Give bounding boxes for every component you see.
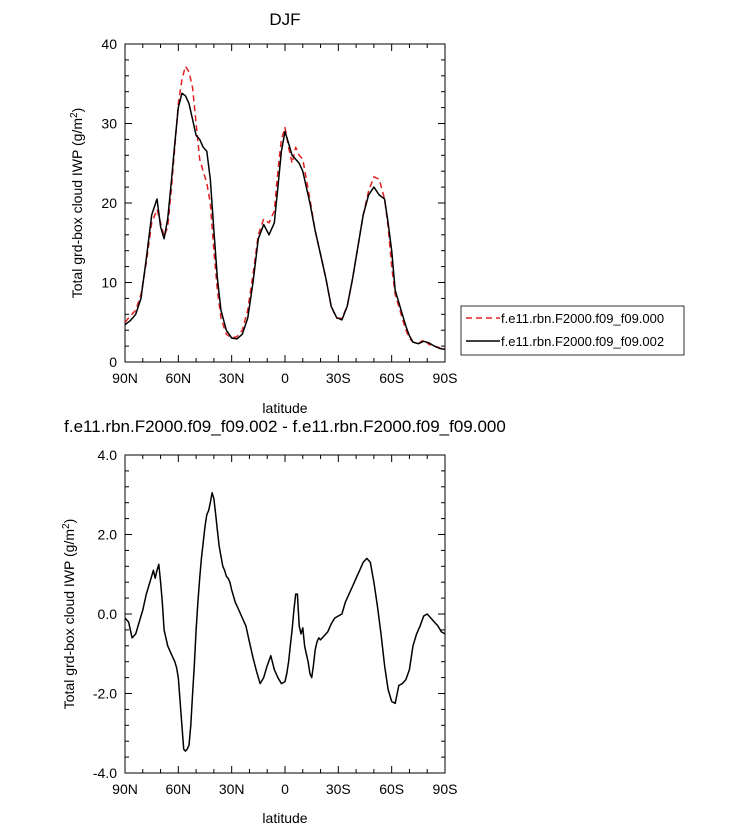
bottom-series-lines [124,492,446,752]
top-series-lines [124,65,446,351]
top-x-tick-label: 30N [219,370,245,386]
bottom-x-tick-label: 30N [219,781,245,797]
top-x-tick-label: 0 [281,370,289,386]
legend-label-series-1: f.e11.rbn.F2000.f09_f09.002 [501,334,664,349]
top-y-tick-label: 20 [101,195,117,211]
bottom-y-tick-label: 4.0 [98,447,118,463]
legend: f.e11.rbn.F2000.f09_f09.000 f.e11.rbn.F2… [460,305,685,356]
bottom-axis-ticks: 90N 60N 30N 0 30S 60S 90S -4.0 -2.0 0.0 2.0 4.0 [93,447,458,797]
top-axis-ticks: 90N 60N 30N 0 30S 60S 90S 0 10 20 30 40 [101,36,457,386]
top-x-tick-label: 90S [433,370,458,386]
top-series-line-0 [124,65,446,350]
top-series-line-1 [124,92,446,351]
bottom-x-tick-label: 60S [379,781,404,797]
top-x-tick-label: 60S [379,370,404,386]
top-plot-frame [124,43,446,363]
top-y-tick-label: 30 [101,116,117,132]
bottom-x-axis-title: latitude [262,810,307,826]
top-x-tick-label: 90N [112,370,138,386]
top-x-tick-label: 30S [326,370,351,386]
bottom-y-tick-label: -2.0 [93,686,117,702]
bottom-y-tick-label: 0.0 [98,606,118,622]
bottom-plot-title: f.e11.rbn.F2000.f09_f09.002 - f.e11.rbn.… [64,417,506,436]
bottom-y-axis-title-sup: 2 [61,523,72,529]
top-x-tick-label: 60N [165,370,191,386]
top-panel: DJF 90N 60N 30N 0 30S 60S 90S 0 10 20 30 40 latitud… [69,10,685,416]
bottom-x-tick-label: 60N [165,781,191,797]
top-y-axis-title-sup: 2 [69,112,80,118]
top-y-tick-label: 0 [109,354,117,370]
bottom-y-axis-title-end: ) [61,519,77,524]
top-y-axis-title-main: Total grd-box cloud IWP (g/m [69,118,85,298]
top-y-axis-title: Total grd-box cloud IWP (g/m2) [69,108,85,299]
bottom-y-tick-label: -4.0 [93,765,117,781]
legend-label-series-0: f.e11.rbn.F2000.f09_f09.000 [501,311,664,326]
bottom-x-tick-label: 0 [281,781,289,797]
bottom-x-tick-label: 90N [112,781,138,797]
top-y-axis-title-end: ) [69,108,85,113]
legend-box [460,305,685,356]
bottom-x-tick-label: 30S [326,781,351,797]
top-y-tick-label: 10 [101,275,117,291]
bottom-y-axis-title-main: Total grd-box cloud IWP (g/m [61,529,77,709]
bottom-y-tick-label: 2.0 [98,527,118,543]
top-plot-title: DJF [269,10,300,29]
bottom-x-tick-label: 90S [433,781,458,797]
bottom-y-axis-title: Total grd-box cloud IWP (g/m2) [61,519,77,710]
bottom-series-line-0 [124,492,446,752]
bottom-panel: f.e11.rbn.F2000.f09_f09.002 - f.e11.rbn.… [61,417,506,826]
top-x-axis-title: latitude [262,400,307,416]
top-y-tick-label: 40 [101,36,117,52]
bottom-plot-frame [124,454,446,774]
